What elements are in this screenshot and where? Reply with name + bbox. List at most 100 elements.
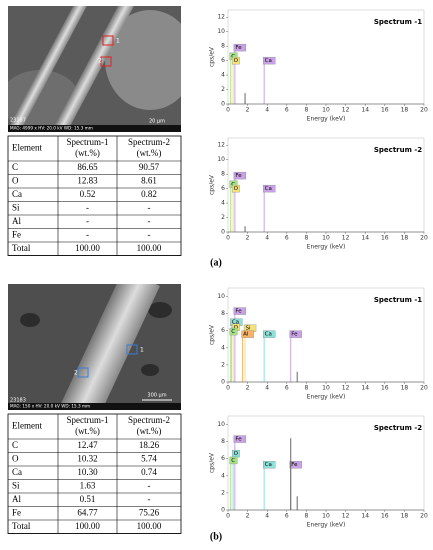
x-tick-label: 4 (265, 513, 269, 520)
table-cell: O (12, 453, 19, 463)
table-cell: Si (12, 480, 20, 490)
table-header: (wt.%) (137, 426, 162, 436)
y-axis-label: cps/eV (209, 46, 216, 67)
y-tick-label: 6 (221, 185, 225, 192)
peak-label: O (234, 451, 239, 457)
peak-label: O (234, 325, 239, 331)
peak-label: Ca (265, 462, 272, 468)
y-axis-label: cps/eV (209, 324, 216, 345)
table-cell: 12.47 (77, 440, 98, 450)
table-cell: 10.30 (77, 467, 98, 477)
plot-frame (227, 137, 425, 233)
peak-label: Ca (265, 332, 272, 338)
x-tick-label: 2 (246, 513, 250, 520)
x-tick-label: 18 (401, 235, 409, 242)
y-tick-label: 2 (221, 214, 225, 221)
y-tick-label: 0 (221, 507, 225, 514)
table-cell: C (12, 162, 18, 172)
y-tick-label: 4 (221, 344, 225, 351)
y-tick-label: 8 (221, 310, 225, 317)
y-tick-label: 8 (221, 171, 225, 178)
sem-image (8, 284, 181, 410)
table-cell: 90.57 (139, 162, 160, 172)
x-tick-label: 8 (304, 513, 308, 520)
x-tick-label: 14 (361, 385, 369, 392)
peak-label: Fe (235, 45, 242, 51)
table-cell: 100.00 (137, 521, 162, 531)
marker-label: 2 (74, 370, 78, 377)
panel-label: (b) (210, 531, 222, 542)
peak-label: Fe (291, 332, 298, 338)
peak-label: Ca (265, 58, 272, 64)
spectrum-title: Spectrum -2 (374, 424, 422, 432)
table-cell: Al (12, 216, 21, 226)
table-cell: 64.77 (77, 507, 98, 517)
table-cell: Ca (12, 467, 22, 477)
peak-label: Fe (291, 462, 298, 468)
y-tick-label: 10 (217, 28, 225, 35)
x-tick-label: 12 (342, 235, 350, 242)
x-tick-label: 16 (381, 235, 389, 242)
x-tick-label: 12 (342, 107, 350, 114)
table-cell: - (86, 202, 89, 212)
spectrum-title: Spectrum -2 (374, 146, 422, 154)
x-tick-label: 18 (401, 513, 409, 520)
peak-label-box (289, 330, 302, 338)
x-tick-label: 8 (304, 235, 308, 242)
x-tick-label: 14 (361, 513, 369, 520)
marker-label: 1 (140, 347, 144, 354)
table-header: (wt.%) (137, 148, 162, 158)
y-tick-label: 4 (221, 200, 225, 207)
plot-frame (227, 287, 425, 383)
table-cell: 5.74 (141, 453, 157, 463)
image-id: 23187 (10, 118, 26, 124)
y-axis-label: cps/eV (209, 452, 216, 473)
peak-label: C (231, 458, 235, 464)
y-tick-label: 0 (221, 379, 225, 386)
x-tick-label: 20 (420, 385, 428, 392)
y-tick-label: 0 (221, 229, 225, 236)
table-header: (wt.%) (75, 148, 100, 158)
peak-label-box (241, 330, 254, 338)
image-id: 23183 (10, 398, 26, 404)
x-tick-label: 16 (381, 385, 389, 392)
x-tick-label: 2 (246, 107, 250, 114)
spectrum-title: Spectrum -1 (374, 296, 422, 304)
x-tick-label: 12 (342, 513, 350, 520)
table-cell: Fe (12, 229, 21, 239)
table-header: (wt.%) (75, 426, 100, 436)
x-tick-label: 0 (226, 513, 230, 520)
marker-label: 2 (98, 58, 102, 65)
table-cell: - (148, 494, 151, 504)
x-tick-label: 4 (265, 235, 269, 242)
peak-label-box (263, 330, 276, 338)
peak-label-box (263, 461, 276, 469)
peak-label-box (231, 56, 240, 65)
peak-label: Ca (265, 186, 272, 192)
marker-label: 1 (116, 38, 120, 45)
table-cell: Al (12, 494, 21, 504)
peak-label: Fe (235, 437, 242, 443)
plot-frame (227, 415, 425, 511)
table-cell: 0.51 (80, 494, 96, 504)
y-tick-label: 6 (221, 57, 225, 64)
x-tick-label: 8 (304, 385, 308, 392)
y-tick-label: 2 (221, 489, 225, 496)
peak-label: Fe (235, 173, 242, 179)
table-header: Spectrum-1 (67, 415, 109, 425)
table-cell: - (86, 229, 89, 239)
table-cell: 12.83 (77, 175, 98, 185)
peak-label-box (229, 327, 238, 336)
table-cell: 0.82 (141, 189, 157, 199)
x-tick-label: 0 (226, 235, 230, 242)
y-axis-label: cps/eV (209, 174, 216, 195)
x-tick-label: 6 (285, 107, 289, 114)
y-tick-label: 0 (221, 101, 225, 108)
y-tick-label: 12 (217, 142, 225, 149)
y-tick-label: 6 (221, 455, 225, 462)
peak-label: Fe (235, 309, 242, 315)
x-axis-label: Energy (keV) (307, 244, 346, 251)
y-tick-label: 10 (217, 293, 225, 300)
table-cell: 10.32 (77, 453, 97, 463)
